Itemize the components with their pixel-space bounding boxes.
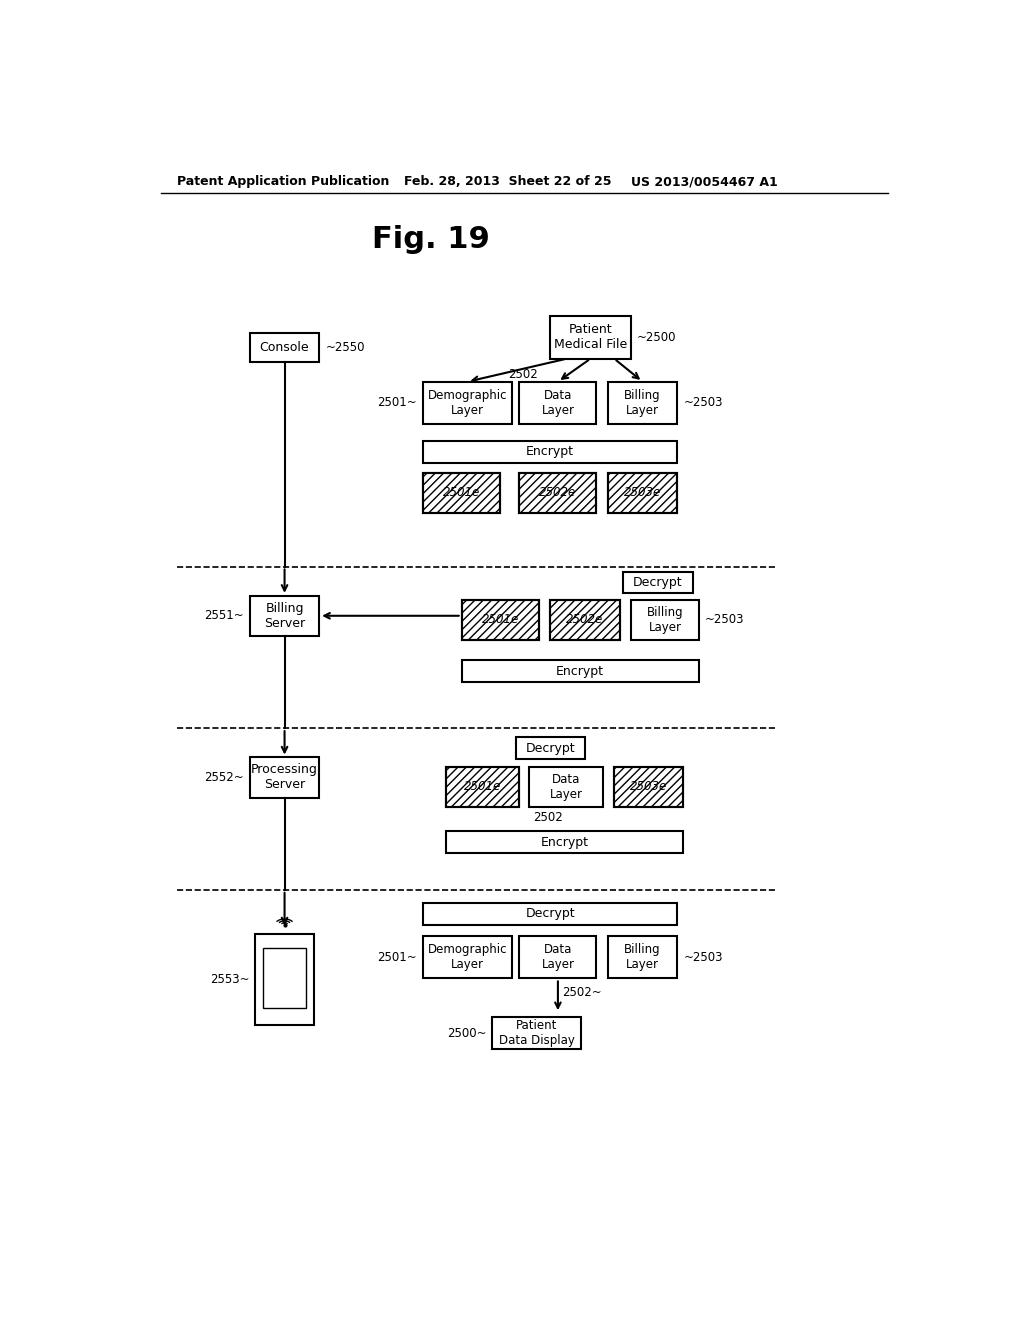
Text: 2502: 2502 [534, 810, 563, 824]
Text: ~2503: ~2503 [683, 950, 723, 964]
FancyBboxPatch shape [529, 767, 602, 807]
Text: Decrypt: Decrypt [525, 907, 575, 920]
FancyBboxPatch shape [423, 936, 512, 978]
Text: ~2550: ~2550 [326, 342, 365, 354]
Text: Patent Application Publication: Patent Application Publication [177, 176, 389, 187]
Text: 2501e: 2501e [481, 612, 519, 626]
Text: Data
Layer: Data Layer [542, 389, 574, 417]
Text: Console: Console [260, 342, 309, 354]
Text: Billing
Layer: Billing Layer [625, 944, 660, 972]
Text: Processing
Server: Processing Server [251, 763, 318, 792]
FancyBboxPatch shape [446, 832, 683, 853]
FancyBboxPatch shape [423, 381, 512, 424]
Text: Patient
Medical File: Patient Medical File [554, 323, 628, 351]
Text: 2502e: 2502e [540, 486, 577, 499]
FancyBboxPatch shape [519, 381, 596, 424]
FancyBboxPatch shape [423, 441, 677, 462]
FancyBboxPatch shape [608, 936, 677, 978]
FancyBboxPatch shape [519, 936, 596, 978]
FancyBboxPatch shape [519, 473, 596, 512]
Text: 2501~: 2501~ [378, 396, 417, 409]
Text: Data
Layer: Data Layer [542, 944, 574, 972]
Text: ~2500: ~2500 [637, 331, 677, 345]
FancyBboxPatch shape [250, 595, 319, 636]
Text: 2501e: 2501e [443, 486, 480, 499]
Text: 2502~: 2502~ [562, 986, 601, 999]
Text: Encrypt: Encrypt [541, 836, 589, 849]
FancyBboxPatch shape [493, 1016, 581, 1049]
Text: Billing
Layer: Billing Layer [646, 606, 683, 634]
FancyBboxPatch shape [462, 660, 698, 682]
Text: Decrypt: Decrypt [525, 742, 575, 755]
Text: Billing
Layer: Billing Layer [625, 389, 660, 417]
Text: 2501e: 2501e [464, 780, 502, 793]
Text: Patient
Data Display: Patient Data Display [499, 1019, 574, 1047]
Text: Demographic
Layer: Demographic Layer [428, 944, 507, 972]
FancyBboxPatch shape [423, 473, 500, 512]
FancyBboxPatch shape [250, 758, 319, 797]
Text: 2500~: 2500~ [446, 1027, 486, 1040]
FancyBboxPatch shape [614, 767, 683, 807]
FancyBboxPatch shape [550, 599, 620, 640]
Text: 2503e: 2503e [630, 780, 668, 793]
Text: 2552~: 2552~ [204, 771, 244, 784]
Text: 2502e: 2502e [566, 612, 603, 626]
Text: Encrypt: Encrypt [526, 445, 574, 458]
Text: Data
Layer: Data Layer [550, 772, 583, 801]
FancyBboxPatch shape [263, 948, 306, 1007]
FancyBboxPatch shape [255, 933, 313, 1024]
FancyBboxPatch shape [446, 767, 519, 807]
Text: Feb. 28, 2013  Sheet 22 of 25: Feb. 28, 2013 Sheet 22 of 25 [403, 176, 611, 187]
Text: 2503e: 2503e [624, 486, 662, 499]
FancyBboxPatch shape [515, 738, 585, 759]
FancyBboxPatch shape [423, 903, 677, 924]
FancyBboxPatch shape [608, 381, 677, 424]
FancyBboxPatch shape [608, 473, 677, 512]
Text: 2553~: 2553~ [210, 973, 249, 986]
Text: US 2013/0054467 A1: US 2013/0054467 A1 [631, 176, 778, 187]
FancyBboxPatch shape [550, 317, 631, 359]
Text: Billing
Server: Billing Server [264, 602, 305, 630]
Text: Demographic
Layer: Demographic Layer [428, 389, 507, 417]
FancyBboxPatch shape [462, 599, 539, 640]
Text: Decrypt: Decrypt [633, 576, 683, 589]
Text: Encrypt: Encrypt [556, 665, 604, 677]
Text: 2501~: 2501~ [378, 950, 417, 964]
Text: ~2503: ~2503 [705, 612, 744, 626]
FancyBboxPatch shape [631, 599, 698, 640]
Text: Fig. 19: Fig. 19 [372, 224, 489, 253]
Text: ~2503: ~2503 [683, 396, 723, 409]
Text: 2551~: 2551~ [204, 610, 244, 622]
FancyBboxPatch shape [624, 572, 692, 594]
Text: 2502: 2502 [508, 367, 538, 380]
FancyBboxPatch shape [250, 333, 319, 363]
